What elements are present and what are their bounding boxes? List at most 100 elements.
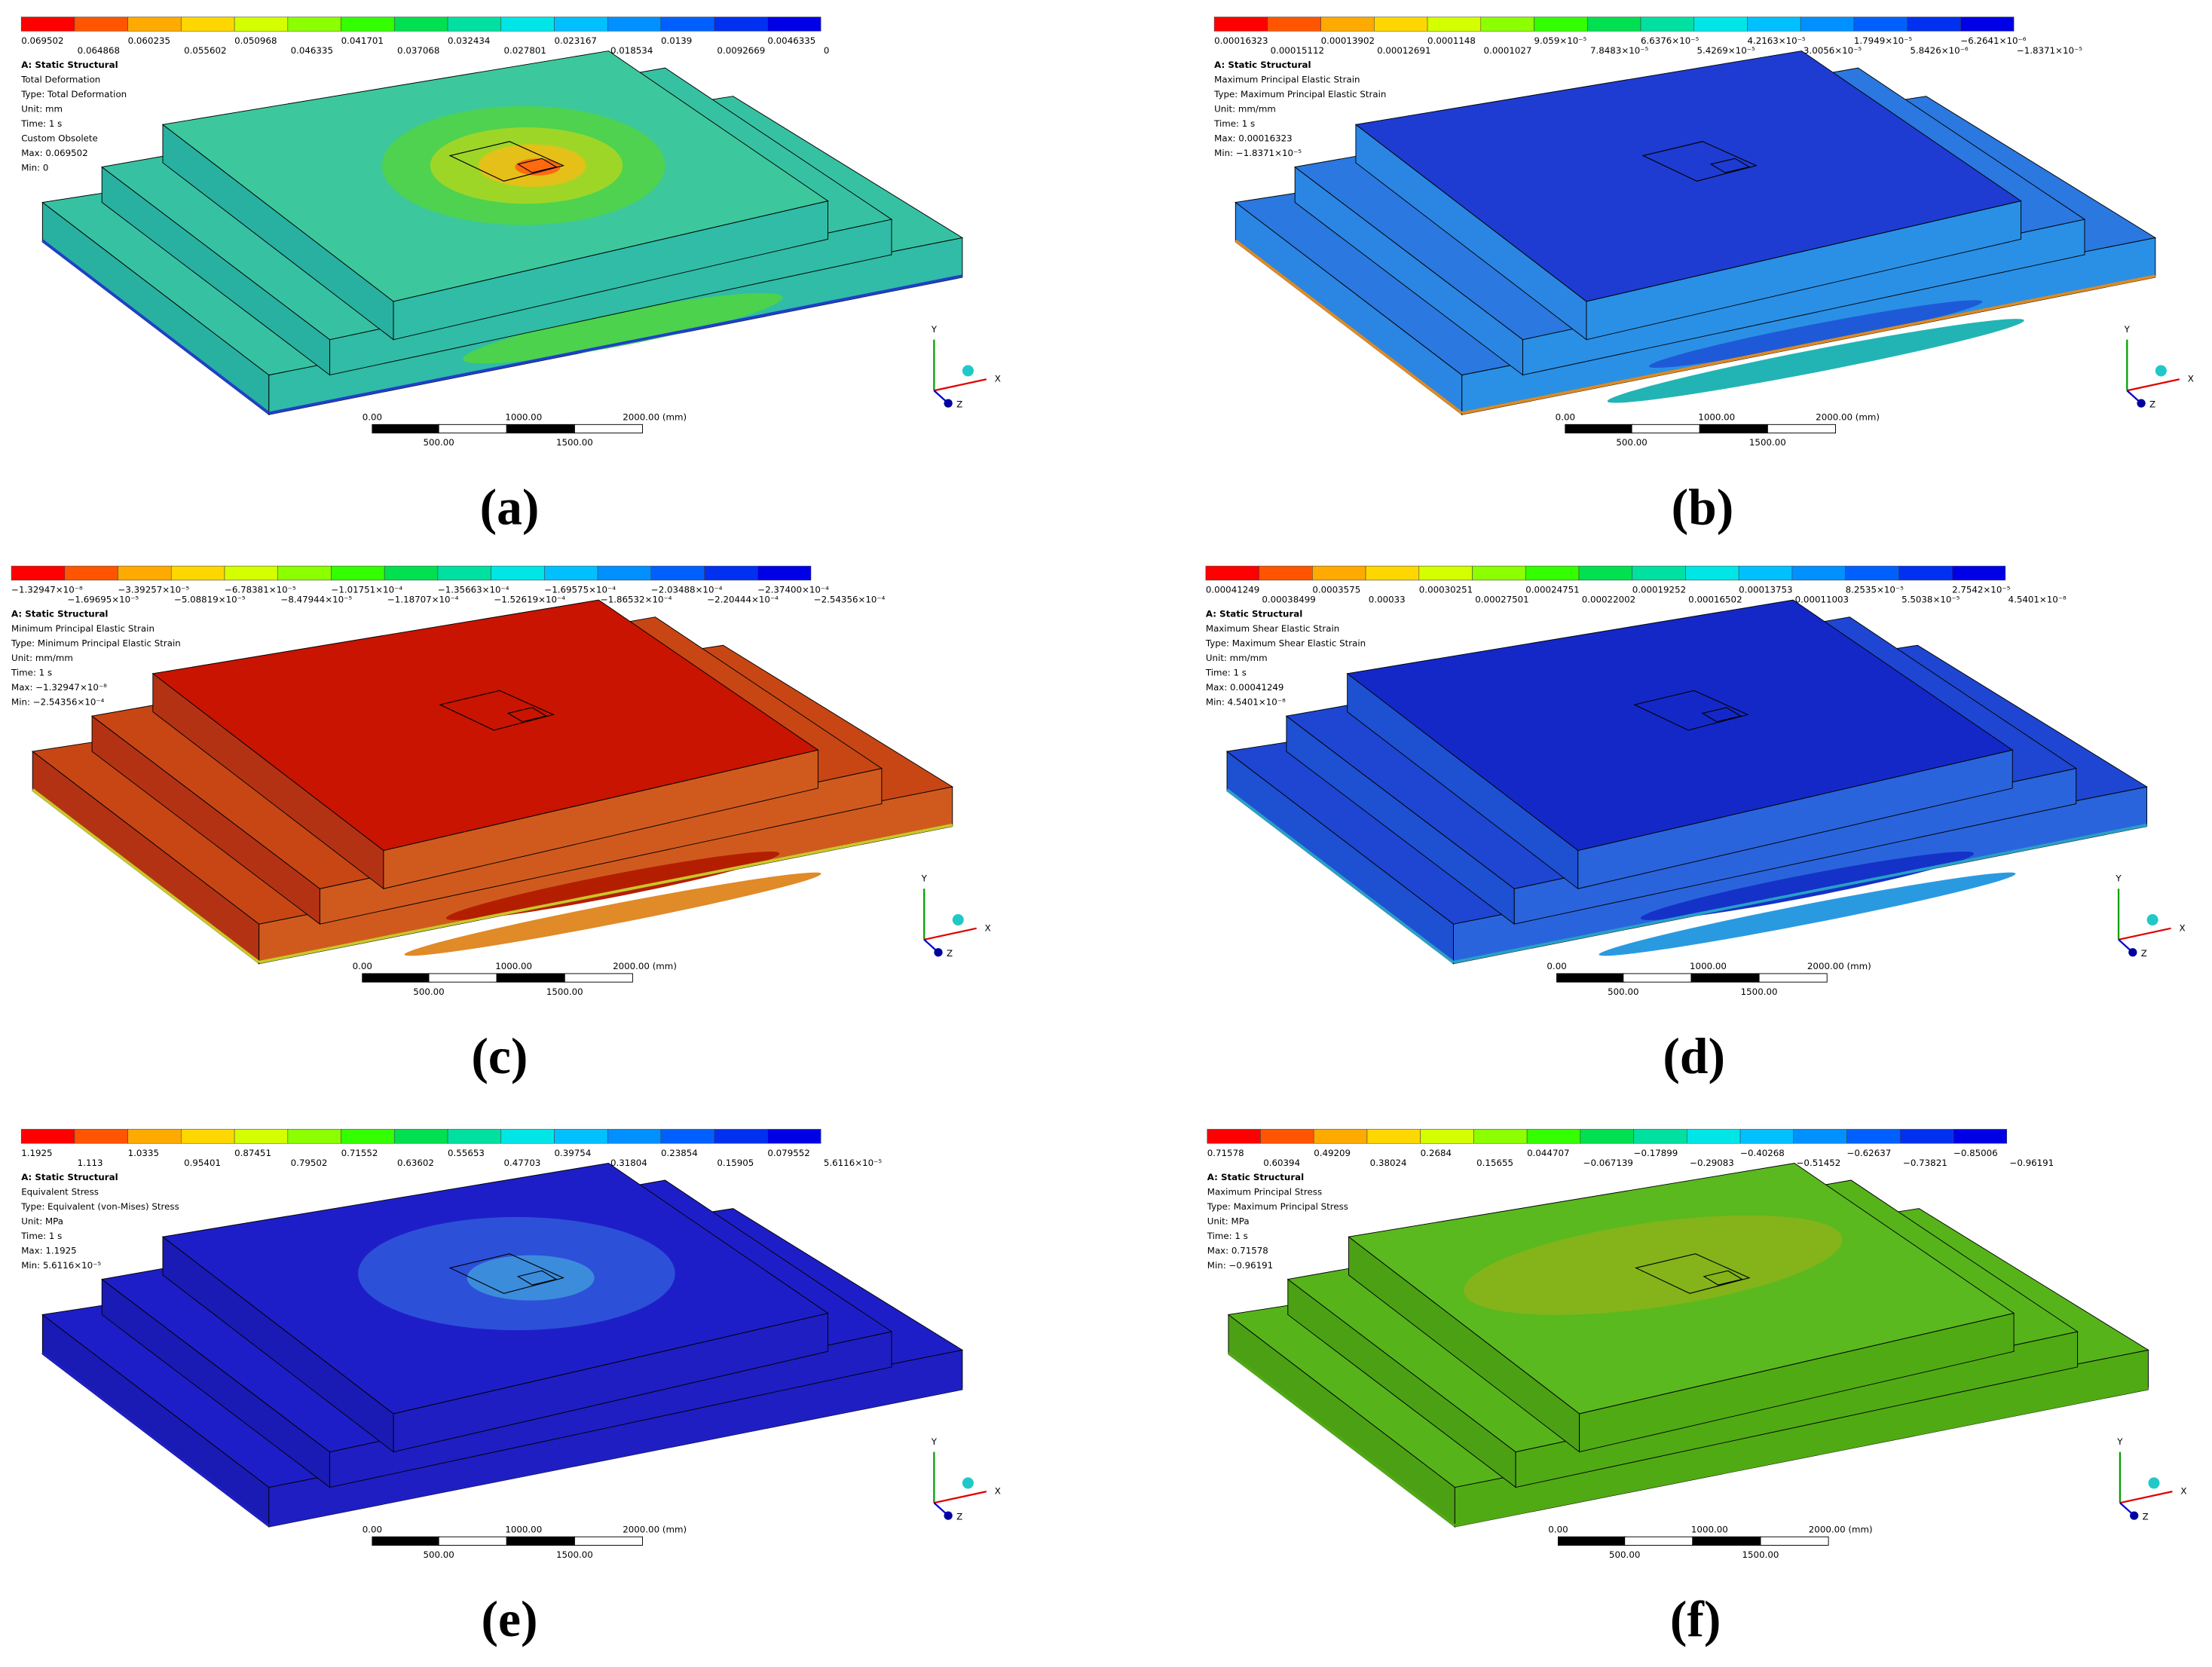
legend-label: 0.055602 [184, 45, 226, 56]
legend-swatch [1738, 565, 1793, 581]
info-line: A: Static Structural [21, 1172, 118, 1182]
info-line: Maximum Principal Stress [1207, 1186, 1322, 1197]
info-line: Max: 0.00016323 [1214, 133, 1293, 144]
legend-label: 0.00013753 [1739, 585, 1792, 595]
legend-label: −0.96191 [2009, 1158, 2054, 1168]
load-patch [439, 690, 555, 731]
legend-label: 0.037068 [397, 45, 439, 56]
legend-swatch [447, 17, 502, 32]
triad-label: Z [2143, 1511, 2149, 1522]
scale-label: 500.00 [1609, 1549, 1640, 1560]
legend-label: 0.032434 [448, 35, 490, 46]
scale-label: 1000.00 [1690, 961, 1727, 971]
legend-label: −2.37400×10⁻⁴ [757, 585, 829, 595]
scale-label: 2000.00 (mm) [623, 411, 687, 422]
legend-label: 0.0001027 [1484, 45, 1532, 56]
legend-swatch [1640, 17, 1694, 32]
load-patch [1641, 141, 1758, 182]
info-line: Custom Obsolete [21, 133, 98, 144]
legend-swatch [1951, 565, 2006, 581]
legend-label: 0.79502 [291, 1158, 328, 1168]
legend-label: 0.2684 [1421, 1148, 1452, 1158]
legend-label: 0.71552 [341, 1148, 378, 1158]
slab-bottom-edge [268, 274, 963, 415]
slab-bottom-edge [41, 239, 270, 414]
slab-bottom-edge [268, 1387, 963, 1528]
legend-swatch [234, 1129, 289, 1144]
legend-swatch [767, 1129, 821, 1144]
triad-axis [934, 1491, 987, 1504]
triad-sphere [952, 914, 964, 926]
info-line: Min: −2.54356×10⁻⁴ [11, 697, 105, 708]
caption: (b) [1672, 479, 1734, 535]
legend-swatch [1685, 565, 1739, 581]
scale-bar-segment [362, 973, 431, 983]
info-line: Type: Maximum Shear Elastic Strain [1205, 638, 1366, 649]
legend-swatch [127, 17, 182, 32]
legend-swatch [234, 17, 289, 32]
legend-label: 0.050968 [234, 35, 277, 46]
legend-swatch [447, 1129, 502, 1144]
legend-label: 0.00033 [1369, 595, 1406, 605]
legend-swatch [1687, 1129, 1741, 1144]
triad-origin [2130, 1511, 2139, 1520]
legend-label: 0.023167 [554, 35, 596, 46]
legend-label: −0.40268 [1740, 1148, 1785, 1158]
legend-swatch [1205, 565, 1259, 581]
scale-bar-segment [428, 973, 497, 983]
legend-label: 0.49209 [1314, 1148, 1351, 1158]
legend-label: −5.08819×10⁻⁵ [174, 595, 246, 605]
legend-swatch [394, 1129, 448, 1144]
contour-band [1464, 1215, 1843, 1315]
scale-label: 500.00 [413, 986, 444, 997]
scale-bar-segment [1557, 1536, 1627, 1546]
legend-swatch [74, 1129, 128, 1144]
legend-swatch [1418, 565, 1473, 581]
legend-swatch [607, 17, 662, 32]
legend-label: 0.71578 [1207, 1148, 1244, 1158]
caption: (f) [1670, 1591, 1721, 1647]
legend-label: −3.39257×10⁻⁵ [118, 585, 190, 595]
legend-label: −6.78381×10⁻⁵ [225, 585, 296, 595]
info-line: Min: −1.8371×10⁻⁵ [1214, 148, 1302, 158]
scale-bar-segment [438, 1536, 507, 1546]
info-line: A: Static Structural [11, 608, 108, 619]
slab-top-face [1346, 599, 2014, 852]
legend-swatch [1907, 17, 1961, 32]
scale-bar-segment [372, 424, 441, 434]
legend-swatch [714, 17, 768, 32]
contour-band [1607, 319, 2024, 403]
legend-swatch [287, 1129, 341, 1144]
info-line: Max: 0.00041249 [1206, 682, 1284, 693]
scale-label: 1000.00 [1691, 1524, 1728, 1534]
info-line: Min: −0.96191 [1207, 1260, 1273, 1271]
legend-label: −1.52619×10⁻⁴ [494, 595, 565, 605]
scale-label: 500.00 [423, 1549, 454, 1560]
caption: (c) [471, 1028, 528, 1084]
triad-origin [2137, 399, 2146, 408]
info-line: Time: 1 s [20, 118, 62, 129]
info-line: Type: Equivalent (von-Mises) Stress [20, 1201, 179, 1212]
load-patch [1635, 1253, 1751, 1294]
info-line: Maximum Shear Elastic Strain [1206, 623, 1339, 634]
legend-swatch [1534, 17, 1588, 32]
info-line: A: Static Structural [1206, 608, 1302, 619]
legend-swatch [1898, 565, 1953, 581]
scale-bar-segment [372, 1536, 441, 1546]
info-line: Unit: mm/mm [1206, 653, 1268, 663]
legend-swatch [1632, 565, 1686, 581]
legend-label: 0.00013902 [1321, 35, 1375, 46]
legend-swatch [650, 565, 705, 581]
legend-label: 0.027801 [504, 45, 546, 56]
info-line: Max: 0.069502 [21, 148, 88, 158]
legend-swatch [224, 565, 278, 581]
scale-bar-segment [1767, 424, 1836, 434]
scale-label: 1000.00 [1698, 411, 1735, 422]
caption: (d) [1663, 1028, 1725, 1084]
load-patch-inner [1701, 707, 1742, 723]
legend-label: 0.15905 [717, 1158, 754, 1168]
info-line: Time: 1 s [20, 1231, 62, 1241]
triad-label: Y [2116, 1436, 2123, 1447]
